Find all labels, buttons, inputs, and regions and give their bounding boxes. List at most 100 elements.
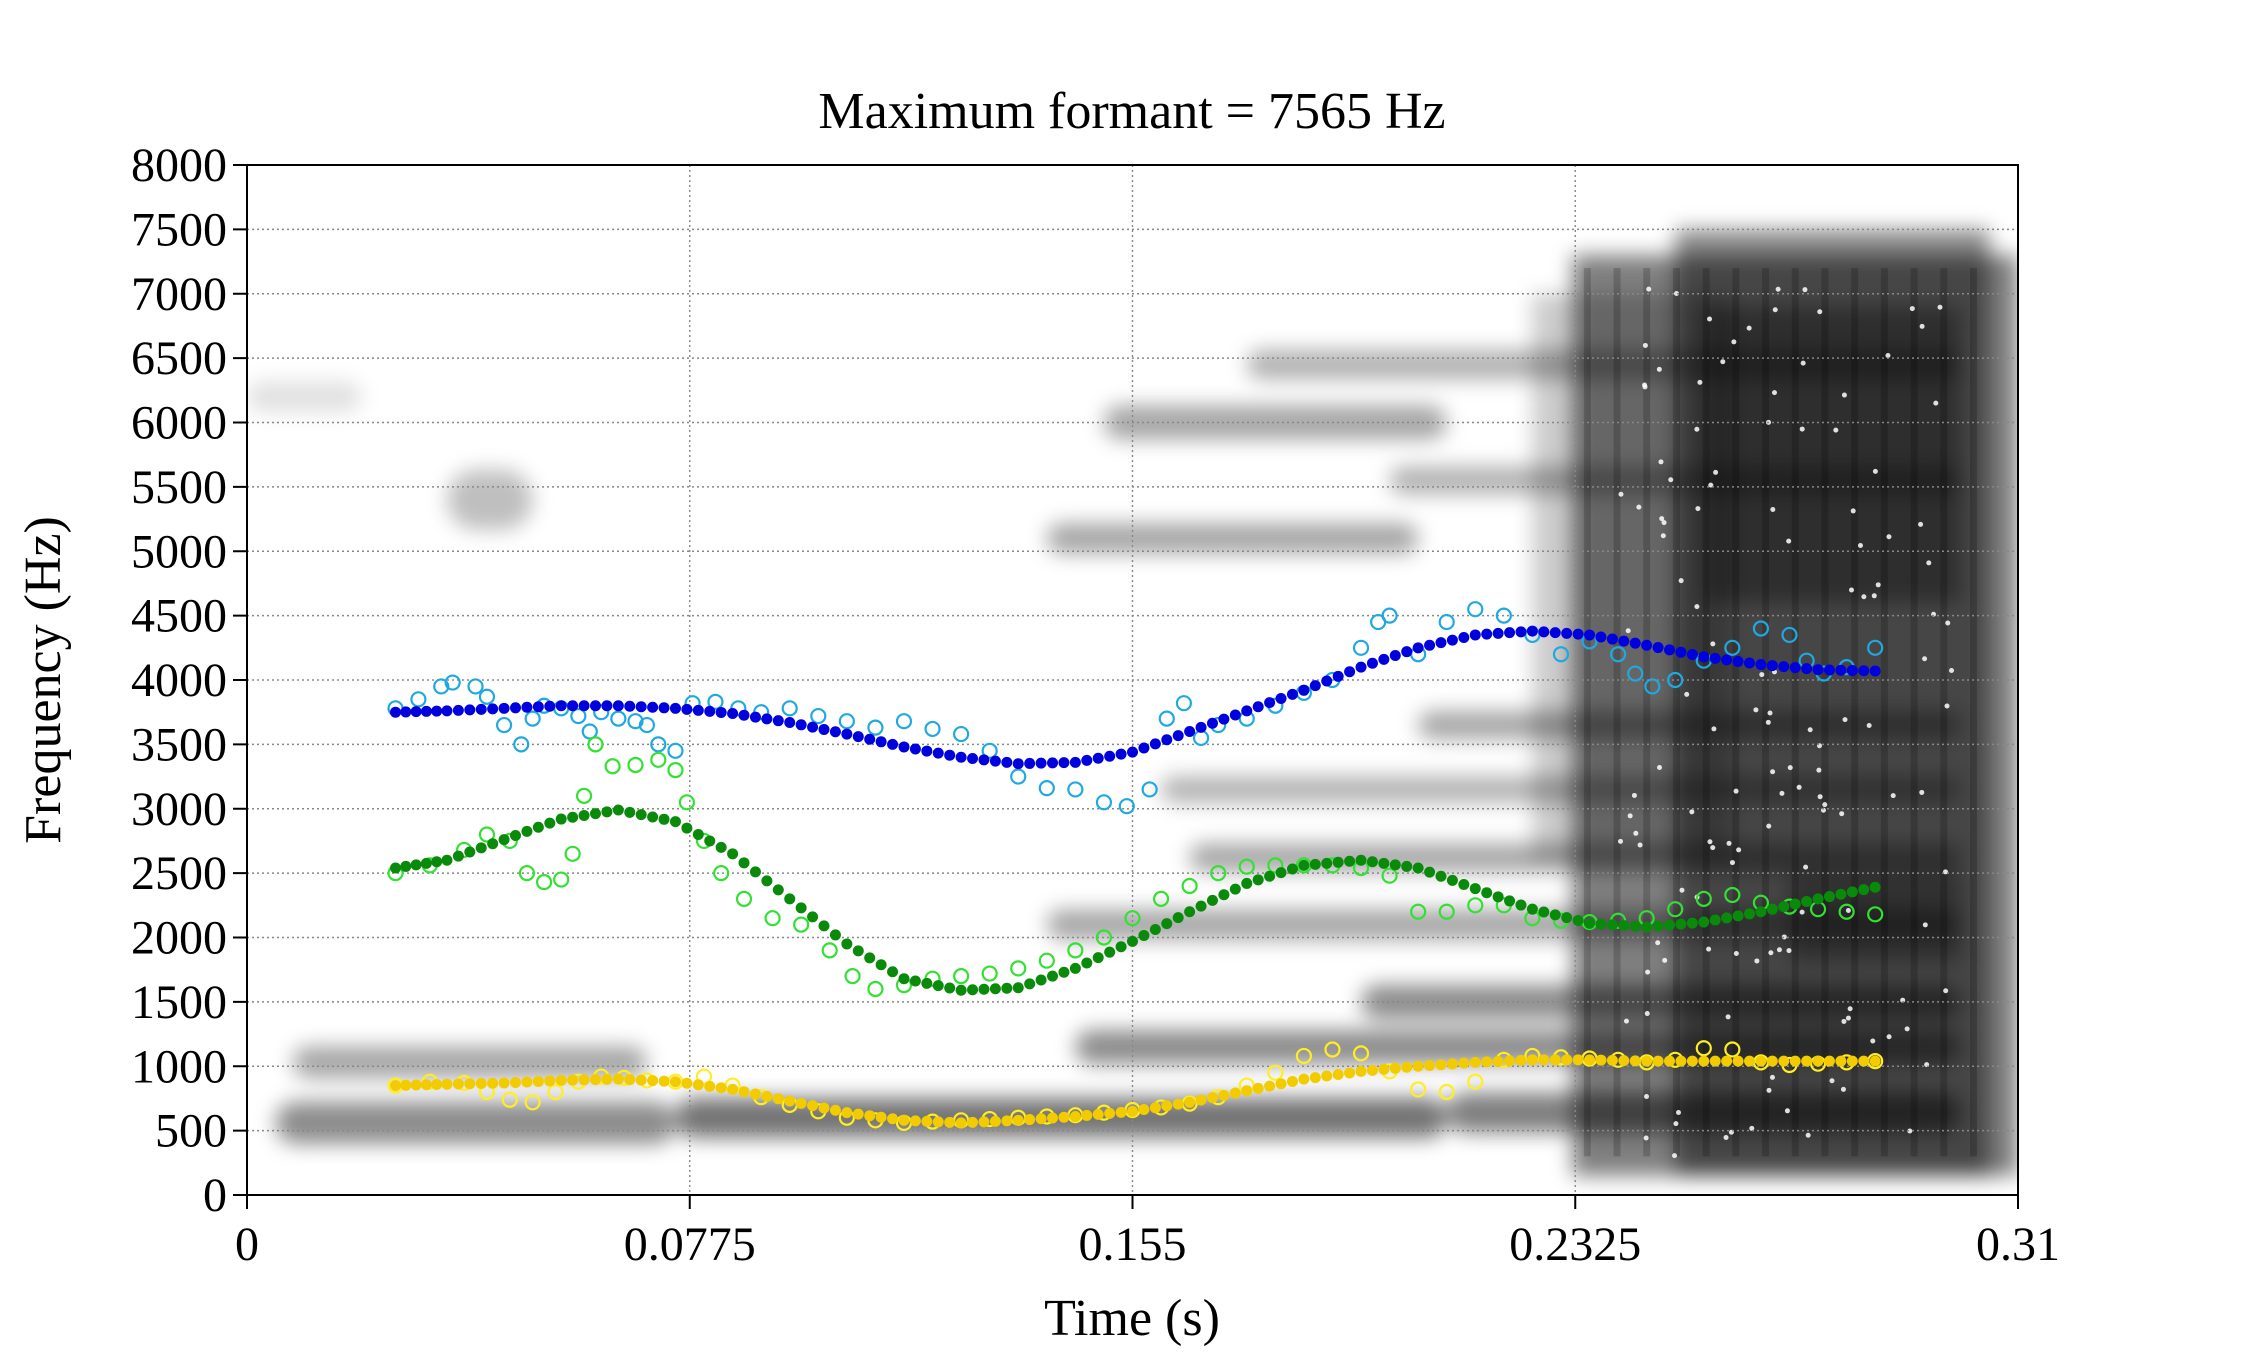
point-f1_smooth <box>1081 1109 1093 1121</box>
point-f3_smooth <box>1172 730 1184 742</box>
spectrogram-speckle <box>1829 1078 1835 1084</box>
point-f1_smooth <box>1641 1055 1653 1067</box>
point-f1_smooth <box>1778 1055 1790 1067</box>
spectrogram-speckle <box>1845 1015 1851 1021</box>
point-f3_smooth <box>1149 738 1161 750</box>
spectrogram-speckle <box>1643 1135 1649 1141</box>
spectrogram-speckle <box>1904 1026 1910 1032</box>
spectrogram-speckle <box>1922 656 1928 662</box>
point-f2_smooth <box>1424 866 1436 878</box>
point-f3_smooth <box>1264 697 1276 709</box>
point-f3_smooth <box>818 723 830 735</box>
point-f3_smooth <box>1069 756 1081 768</box>
point-f3_raw <box>467 678 484 695</box>
spectrogram-speckle <box>1679 887 1685 893</box>
point-f1_smooth <box>749 1088 761 1100</box>
point-f2_raw <box>953 968 970 985</box>
spectrogram-speckle <box>1842 717 1848 723</box>
point-f2_smooth <box>510 830 522 842</box>
point-f1_smooth <box>681 1077 693 1089</box>
y-tick-label: 8000 <box>131 139 227 192</box>
point-f3_raw <box>433 678 450 695</box>
y-tick-label: 7500 <box>131 203 227 256</box>
point-f1_smooth <box>1218 1089 1230 1101</box>
point-f2_smooth <box>1504 895 1516 907</box>
point-f1_smooth <box>1047 1112 1059 1124</box>
point-f2_smooth <box>1104 946 1116 958</box>
spectrogram-speckle <box>1731 339 1737 345</box>
spectrogram-stripe <box>1613 268 1621 1157</box>
spectrogram-stripe <box>1791 268 1799 1157</box>
point-f2_smooth <box>1024 978 1036 990</box>
point-f1_smooth <box>1435 1059 1447 1071</box>
point-f2_smooth <box>1344 855 1356 867</box>
point-f2_smooth <box>1481 887 1493 899</box>
point-f3_smooth <box>612 700 624 712</box>
x-tick-label: 0 <box>235 1218 259 1271</box>
spectrogram-speckle <box>1759 672 1765 678</box>
point-f1_smooth <box>1584 1054 1596 1066</box>
spectrogram-band <box>275 1101 676 1144</box>
point-f1_smooth <box>1686 1055 1698 1067</box>
point-f3_smooth <box>1412 642 1424 654</box>
point-f2_raw <box>1724 886 1741 904</box>
spectrogram-speckle <box>1636 504 1642 510</box>
point-f3_smooth <box>390 706 402 718</box>
point-f2_smooth <box>1275 867 1287 879</box>
point-f2_smooth <box>1092 952 1104 964</box>
spectrogram-speckle <box>1767 710 1773 716</box>
formant-tracks <box>387 601 1884 1132</box>
point-f3_smooth <box>1389 650 1401 662</box>
point-f3_raw <box>1495 607 1512 624</box>
point-f1_smooth <box>784 1095 796 1107</box>
point-f3_smooth <box>1047 757 1059 769</box>
point-f2_raw <box>1867 906 1884 923</box>
point-f2_raw <box>1095 929 1113 946</box>
point-f1_smooth <box>601 1073 613 1085</box>
point-f1_smooth <box>1161 1100 1173 1112</box>
point-f2_smooth <box>498 834 510 846</box>
point-f1_smooth <box>452 1078 464 1090</box>
point-f2_smooth <box>1766 903 1778 915</box>
point-f1_smooth <box>921 1115 933 1127</box>
spectrogram-speckle <box>1776 947 1782 953</box>
point-f3_smooth <box>1321 675 1333 687</box>
spectrogram-speckle <box>1886 534 1892 540</box>
point-f1_smooth <box>532 1075 544 1087</box>
point-f3_smooth <box>1686 649 1698 661</box>
spectrogram-speckle <box>1886 1034 1892 1040</box>
point-f3_smooth <box>1355 661 1367 673</box>
point-f1_smooth <box>1275 1078 1287 1090</box>
point-f2_smooth <box>544 817 556 829</box>
point-f3_smooth <box>1869 665 1881 677</box>
point-f2_smooth <box>647 811 659 823</box>
point-f2_smooth <box>1778 901 1790 913</box>
x-tick-label: 0.155 <box>1079 1218 1187 1271</box>
point-f3_raw <box>1352 639 1370 656</box>
point-f1_smooth <box>1698 1055 1710 1067</box>
point-f3_smooth <box>1743 657 1755 669</box>
point-f3_smooth <box>510 702 522 714</box>
series-f1_smooth <box>390 1054 1881 1129</box>
point-f3_smooth <box>1481 628 1493 640</box>
spectrogram-stripe <box>1583 268 1591 1157</box>
point-f3_smooth <box>692 704 704 716</box>
spectrogram-speckle <box>1772 307 1778 313</box>
y-tick-label: 0 <box>203 1169 227 1222</box>
spectrogram-speckle <box>1871 593 1877 599</box>
point-f3_smooth <box>829 726 841 738</box>
spectrogram-speckle <box>1807 727 1813 733</box>
spectrogram-speckle <box>1775 286 1781 292</box>
point-f3_smooth <box>749 711 761 723</box>
point-f2_smooth <box>727 848 739 860</box>
point-f3_smooth <box>1241 705 1253 717</box>
point-f3_smooth <box>410 706 422 718</box>
point-f3_smooth <box>1115 748 1127 760</box>
point-f1_smooth <box>1298 1073 1310 1085</box>
point-f2_smooth <box>807 911 819 923</box>
point-f1_smooth <box>1595 1054 1607 1066</box>
point-f1_smooth <box>1675 1055 1687 1067</box>
spectrogram-speckle <box>1668 477 1674 483</box>
point-f2_smooth <box>1561 912 1573 924</box>
point-f1_smooth <box>431 1079 443 1091</box>
